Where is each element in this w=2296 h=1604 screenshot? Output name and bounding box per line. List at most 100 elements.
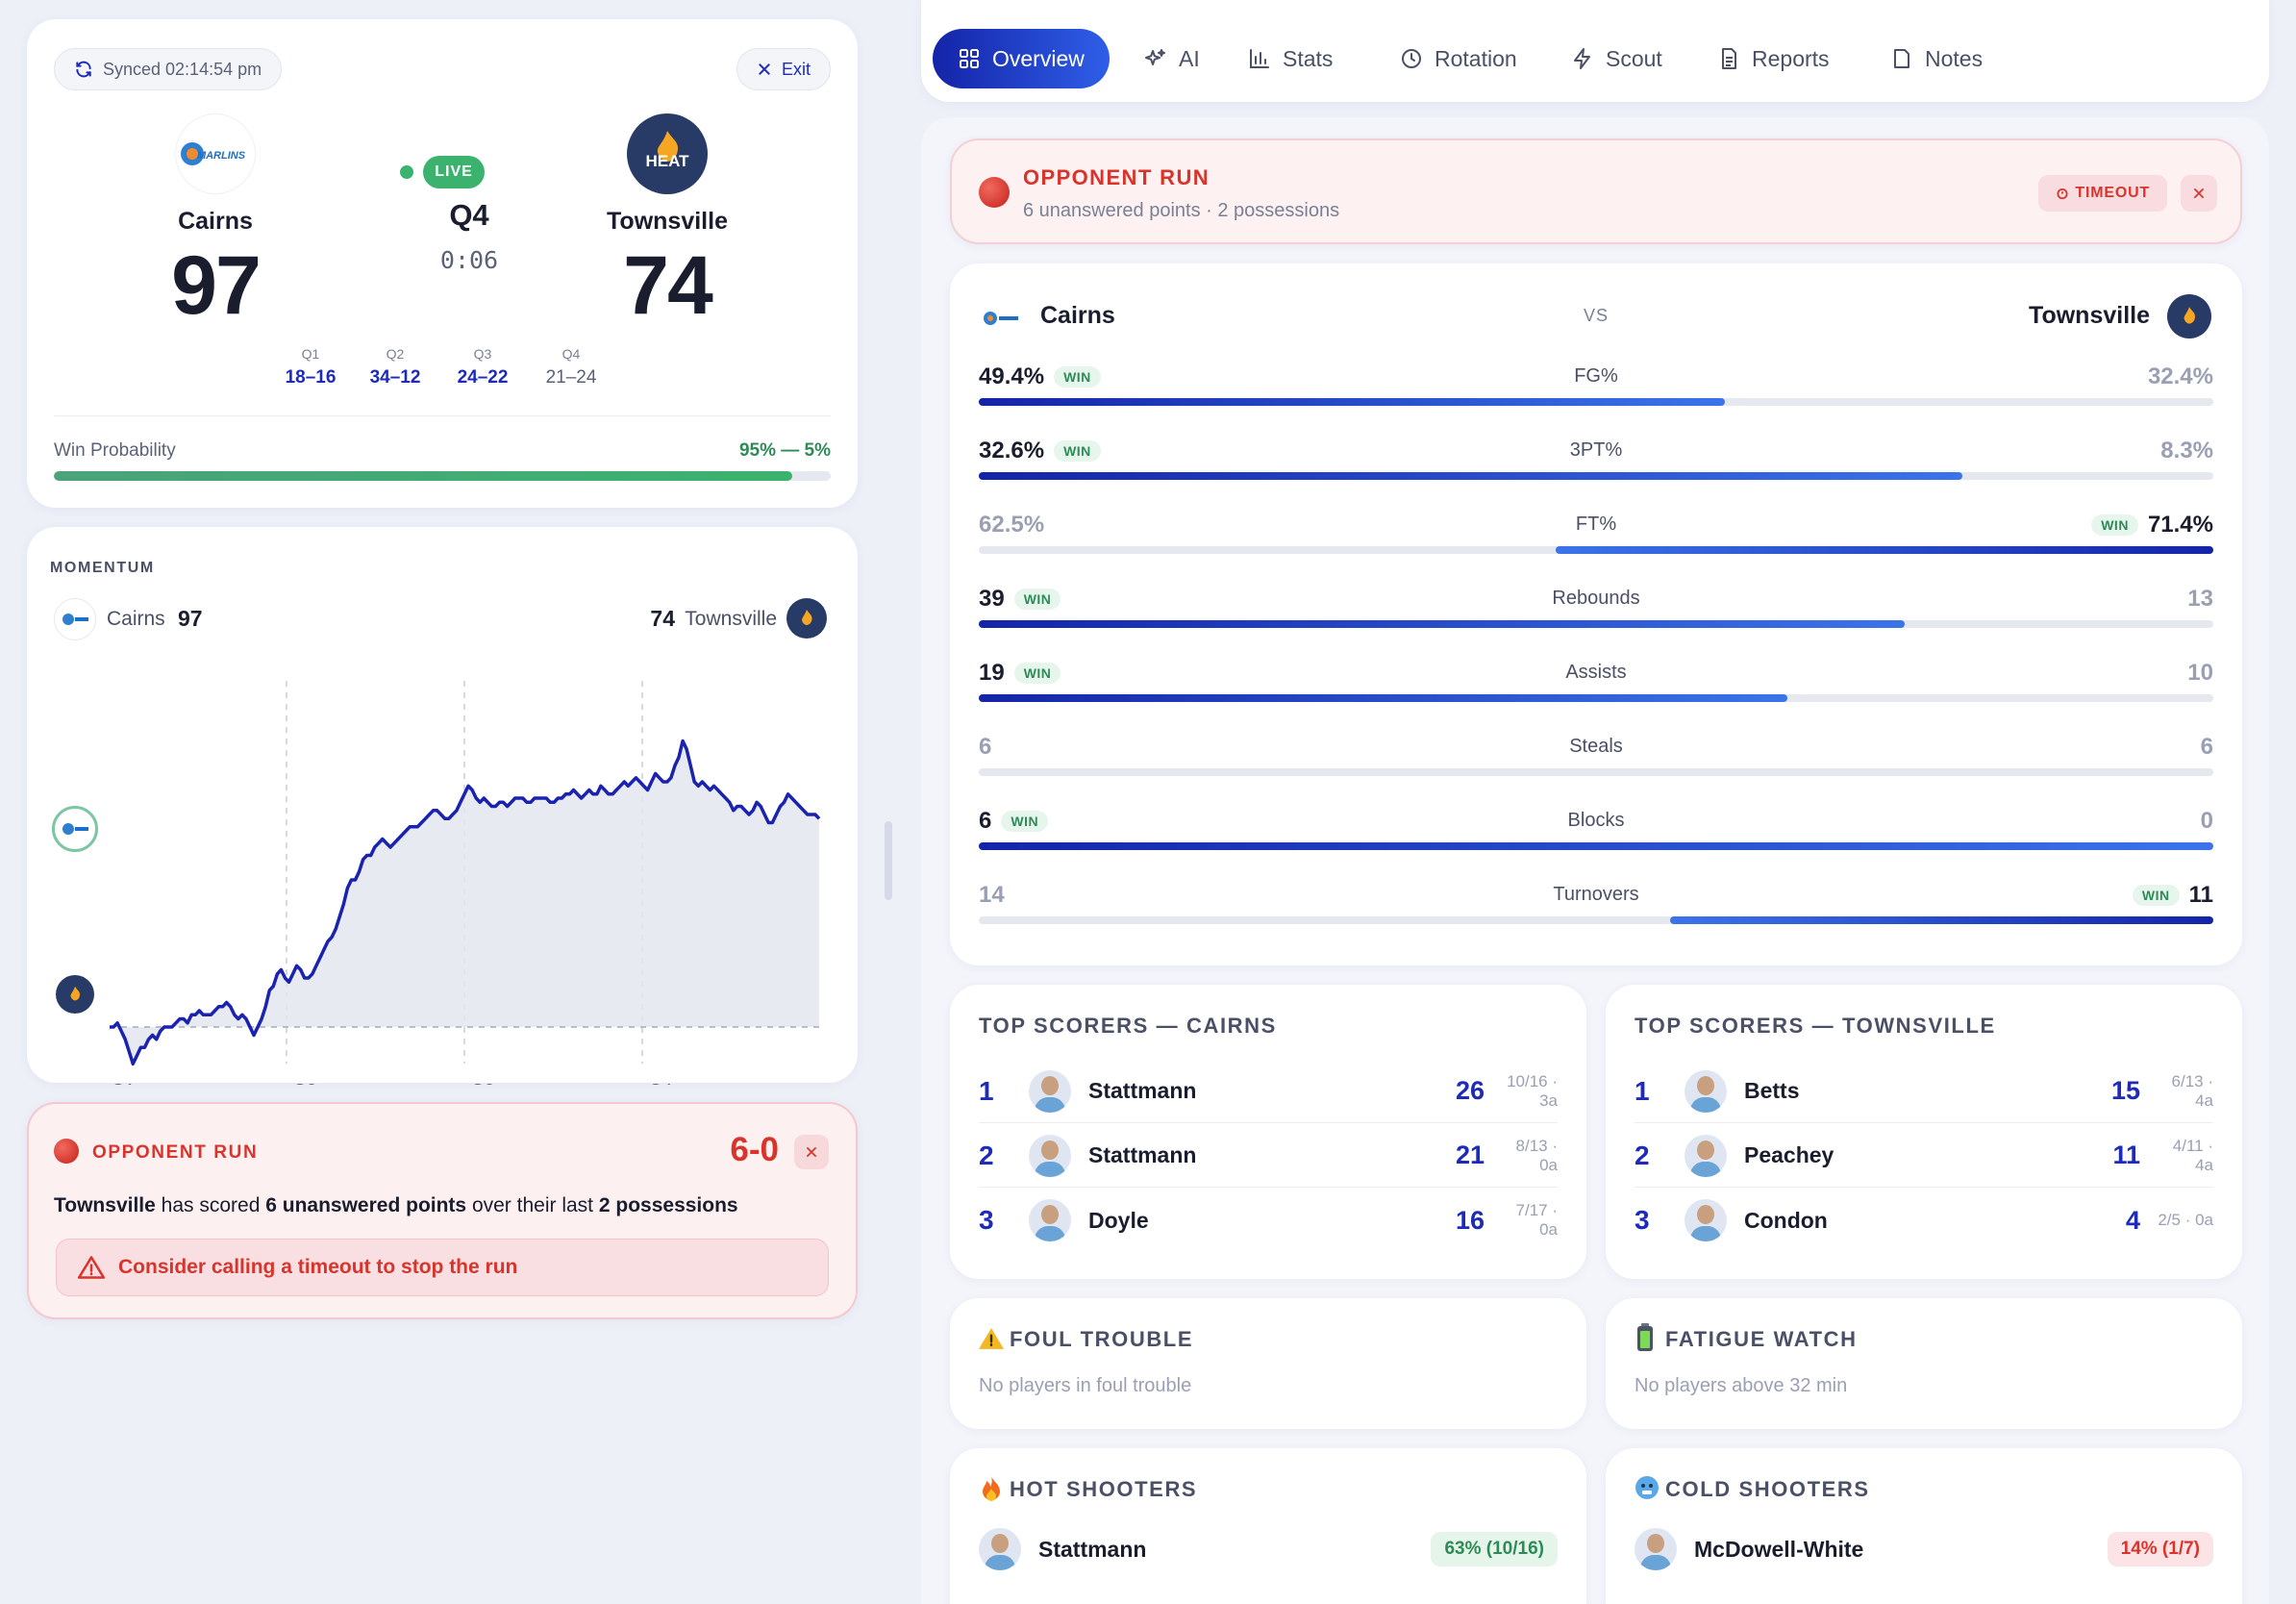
- stat-home-value: 32.6% WIN: [979, 438, 1101, 464]
- away-team-name: Townsville: [607, 208, 728, 235]
- home-score: 97: [171, 239, 262, 332]
- stat-away-value: 32.4%: [2147, 363, 2213, 389]
- stat-row-steals: 6 Steals 6: [979, 732, 2213, 793]
- stat-bar-fill: [1555, 546, 2213, 554]
- sparkle-icon: [1145, 49, 1165, 65]
- bar-chart-icon: [1250, 49, 1269, 68]
- momentum-area: [110, 740, 819, 1065]
- foul-trouble-card: FOUL TROUBLE No players in foul trouble: [950, 1298, 1586, 1429]
- run-alert-card: OPPONENT RUN 6-0 Townsville has scored 6…: [27, 1102, 858, 1319]
- clock-icon: [1402, 49, 1421, 68]
- stat-bar-track: [979, 842, 2213, 850]
- dismiss-alert-button[interactable]: [794, 1135, 829, 1169]
- home-logo-text: MARLINS: [197, 150, 246, 162]
- list-item[interactable]: 3 Doyle 16 7/17 · 0a: [979, 1189, 1558, 1252]
- tab-rotation[interactable]: Rotation: [1385, 29, 1533, 88]
- avatar: [1029, 1134, 1071, 1177]
- shooting-badge: 63% (10/16): [1431, 1532, 1558, 1566]
- comparison-home-logo: [979, 296, 1023, 340]
- top-scorers-home-card: TOP SCORERS — CAIRNS 1 Stattmann 26 10/16 ·…: [950, 985, 1586, 1279]
- cold-shooters-card: COLD SHOOTERS McDowell-White 14% (1/7): [1606, 1448, 2242, 1604]
- top-scorers-home-title: TOP SCORERS — CAIRNS: [979, 1014, 1277, 1038]
- stat-bar-fill: [1670, 916, 2213, 924]
- stat-row-3pt: 32.6% WIN 3PT% 8.3%: [979, 436, 2213, 497]
- avatar: [1685, 1134, 1727, 1177]
- top-scorers-away-card: TOP SCORERS — TOWNSVILLE 1 Betts 15 6/13 · …: [1606, 985, 2242, 1279]
- sync-status: Synced 02:14:54 pm: [54, 48, 283, 90]
- win-probability-value: 95% — 5%: [738, 440, 831, 461]
- stat-bar-track: [979, 546, 2213, 554]
- foul-trouble-empty: No players in foul trouble: [979, 1375, 1192, 1396]
- panel-resize-handle[interactable]: [885, 821, 892, 900]
- stat-bar-track: [979, 620, 2213, 628]
- list-item[interactable]: 2 Stattmann 21 8/13 · 0a: [979, 1124, 1558, 1188]
- stat-home-value: 6: [979, 734, 992, 760]
- stat-label: Steals: [1569, 736, 1623, 757]
- momentum-x-label: Q2: [293, 1081, 316, 1085]
- tab-notes[interactable]: Notes: [1875, 29, 1998, 88]
- stat-bar-fill: [979, 620, 1905, 628]
- stat-bar-fill: [979, 472, 1963, 480]
- stat-label: Assists: [1565, 662, 1627, 683]
- tab-scout[interactable]: Scout: [1556, 29, 1678, 88]
- dismiss-banner-button[interactable]: [2181, 175, 2217, 212]
- momentum-home-logo: [54, 598, 96, 640]
- live-badge: LIVE: [423, 156, 485, 188]
- quarter-score-q3: Q3 24–22: [457, 346, 509, 388]
- momentum-away-logo: [786, 598, 827, 639]
- grid-icon: [960, 49, 979, 68]
- tab-bar: Overview AI Stats Rotation Scout Reports…: [921, 0, 2269, 102]
- stat-bar-track: [979, 694, 2213, 702]
- stat-label: Rebounds: [1552, 588, 1640, 609]
- fatigue-watch-title: FATIGUE WATCH: [1665, 1327, 1858, 1351]
- momentum-x-label: Q4: [649, 1081, 672, 1085]
- bolt-icon: [1574, 48, 1590, 69]
- fatigue-watch-card: FATIGUE WATCH No players above 32 min: [1606, 1298, 2242, 1429]
- timeout-button[interactable]: TIMEOUT: [2038, 175, 2167, 212]
- quarter-score-q4: Q4 21–24: [545, 346, 597, 388]
- stat-bar-track: [979, 768, 2213, 776]
- momentum-title: MOMENTUM: [50, 560, 155, 576]
- stat-away-value: WIN 11: [2132, 882, 2213, 909]
- run-banner-title: OPPONENT RUN: [1023, 165, 1210, 189]
- stat-row-fg: 49.4% WIN FG% 32.4%: [979, 362, 2213, 423]
- cold-shooters-title: COLD SHOOTERS: [1665, 1477, 1870, 1501]
- list-item[interactable]: McDowell-White 14% (1/7): [1635, 1517, 2213, 1581]
- tab-stats[interactable]: Stats: [1233, 29, 1348, 88]
- foul-trouble-title: FOUL TROUBLE: [1010, 1327, 1194, 1351]
- momentum-chart: Q1 Q2 Q3 Q4: [110, 681, 821, 1085]
- list-item[interactable]: 1 Stattmann 26 10/16 · 3a: [979, 1060, 1558, 1123]
- comparison-home-name: Cairns: [1040, 302, 1115, 329]
- game-clock: 0:06: [439, 246, 499, 274]
- stat-home-value: 19 WIN: [979, 660, 1061, 687]
- momentum-home-score: 97: [178, 606, 203, 631]
- stat-home-value: 49.4% WIN: [979, 363, 1101, 390]
- avatar: [1685, 1069, 1727, 1113]
- stat-label: Turnovers: [1553, 884, 1639, 905]
- tab-overview[interactable]: Overview: [933, 29, 1110, 88]
- top-scorers-away-title: TOP SCORERS — TOWNSVILLE: [1635, 1014, 1996, 1038]
- run-alert-title: OPPONENT RUN: [92, 1142, 259, 1163]
- timer-icon: [2057, 188, 2068, 200]
- stat-away-value: 10: [2187, 660, 2213, 686]
- list-item[interactable]: 3 Condon 4 2/5 · 0a: [1635, 1189, 2213, 1252]
- battery-icon: [1637, 1323, 1653, 1351]
- win-probability-label: Win Probability: [54, 440, 176, 461]
- tab-ai[interactable]: AI: [1129, 29, 1215, 88]
- home-team-logo: MARLINS: [175, 113, 256, 194]
- avatar: [979, 1528, 1021, 1570]
- tab-reports[interactable]: Reports: [1702, 29, 1845, 88]
- home-team-name: Cairns: [178, 208, 253, 235]
- top-scorers-home-list: 1 Stattmann 26 10/16 · 3a 2 Stattmann 21 8/13 …: [950, 1060, 1586, 1262]
- stat-home-value: 62.5%: [979, 512, 1045, 538]
- document-icon: [1722, 48, 1736, 69]
- momentum-card: MOMENTUM Cairns 97 74 Townsville Q1Q2Q3Q…: [27, 527, 858, 1085]
- stat-label: 3PT%: [1569, 439, 1623, 461]
- list-item[interactable]: Stattmann 63% (10/16): [979, 1517, 1558, 1581]
- list-item[interactable]: 1 Betts 15 6/13 · 4a: [1635, 1060, 2213, 1123]
- exit-button[interactable]: Exit: [736, 48, 831, 90]
- momentum-line: [110, 739, 821, 1066]
- stat-away-value: 6: [2200, 734, 2213, 760]
- avatar: [1635, 1528, 1677, 1570]
- list-item[interactable]: 2 Peachey 11 4/11 · 4a: [1635, 1124, 2213, 1188]
